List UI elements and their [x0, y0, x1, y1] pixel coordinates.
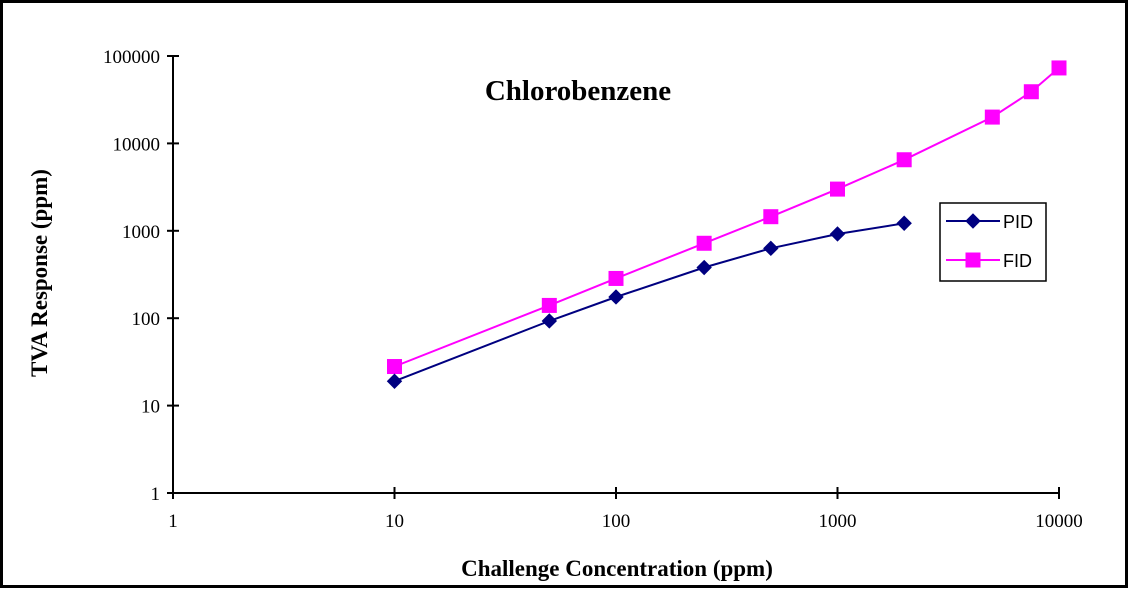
series-line-pid — [394, 222, 905, 383]
series-line-fid — [394, 67, 1060, 368]
series-pid — [386, 215, 912, 389]
x-tick-label: 10000 — [1035, 511, 1083, 532]
series-layer — [386, 60, 1067, 389]
data-point-fid — [896, 152, 912, 168]
y-tick-label: 100 — [132, 309, 161, 330]
data-point-fid — [387, 359, 402, 375]
data-point-fid — [1023, 84, 1039, 100]
y-tick-label: 100000 — [103, 47, 160, 68]
data-point-pid — [541, 313, 558, 329]
chart-title: Chlorobenzene — [485, 75, 671, 107]
axes: 1 10 100 1000 10000 1 10 100 1000 10000 100000 — [103, 47, 1083, 532]
data-point-pid — [896, 215, 912, 231]
x-tick-label: 1000 — [819, 511, 857, 532]
legend-marker-fid — [965, 252, 981, 268]
data-point-fid — [608, 270, 624, 286]
legend-item-fid: FID — [946, 251, 1032, 271]
y-axis-title: TVA Response (ppm) — [27, 169, 52, 377]
legend-box — [939, 202, 1047, 282]
data-point-fid — [763, 209, 779, 225]
data-point-fid — [1051, 60, 1067, 76]
x-tick-label: 1 — [168, 511, 178, 532]
legend: PID FID — [939, 202, 1047, 282]
data-point-pid — [829, 226, 846, 242]
legend-marker-pid — [965, 213, 981, 229]
y-tick-label: 1000 — [122, 222, 160, 243]
data-point-pid — [696, 259, 712, 276]
data-point-fid — [984, 109, 1000, 125]
chlorobenzene-chart: 1 10 100 1000 10000 1 10 100 1000 10000 100000 Chl… — [27, 47, 1083, 581]
data-point-fid — [696, 235, 712, 251]
series-fid — [387, 60, 1067, 375]
y-tick-label: 10 — [141, 397, 160, 418]
legend-label-fid: FID — [1003, 251, 1032, 271]
legend-item-pid: PID — [946, 212, 1033, 232]
data-point-pid — [763, 240, 779, 257]
data-point-pid — [386, 373, 403, 389]
x-axis-title: Challenge Concentration (ppm) — [461, 556, 773, 581]
y-tick-label: 10000 — [113, 134, 161, 155]
data-point-fid — [541, 297, 557, 313]
legend-label-pid: PID — [1003, 212, 1033, 232]
data-point-pid — [608, 289, 624, 305]
x-tick-label: 10 — [385, 511, 404, 532]
y-tick-label: 1 — [151, 484, 161, 505]
data-point-fid — [830, 181, 845, 197]
x-tick-label: 100 — [602, 511, 631, 532]
